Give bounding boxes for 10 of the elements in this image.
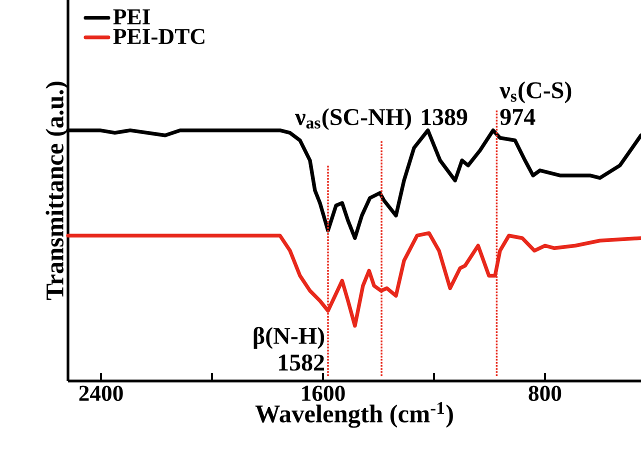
x-axis-title: Wavelength (cm$^{-1}$): [255, 402, 453, 428]
legend-label: PEI-DTC: [113, 28, 204, 44]
x-tick-label: 1600: [302, 386, 345, 401]
x-tick-label: 800: [528, 386, 562, 401]
legend-label: PEI: [113, 9, 150, 24]
ref-line-label: β(N-H) 1582: [254, 326, 324, 371]
x-tick-label: 2400: [79, 386, 123, 401]
ref-line-label: ν$_{as}$(SC-NH) 1389: [295, 108, 468, 130]
ref-line-label: ν$_{s}$(C-S) 974: [500, 81, 572, 126]
y-axis-title: Transmittance (a.u.): [46, 82, 69, 300]
